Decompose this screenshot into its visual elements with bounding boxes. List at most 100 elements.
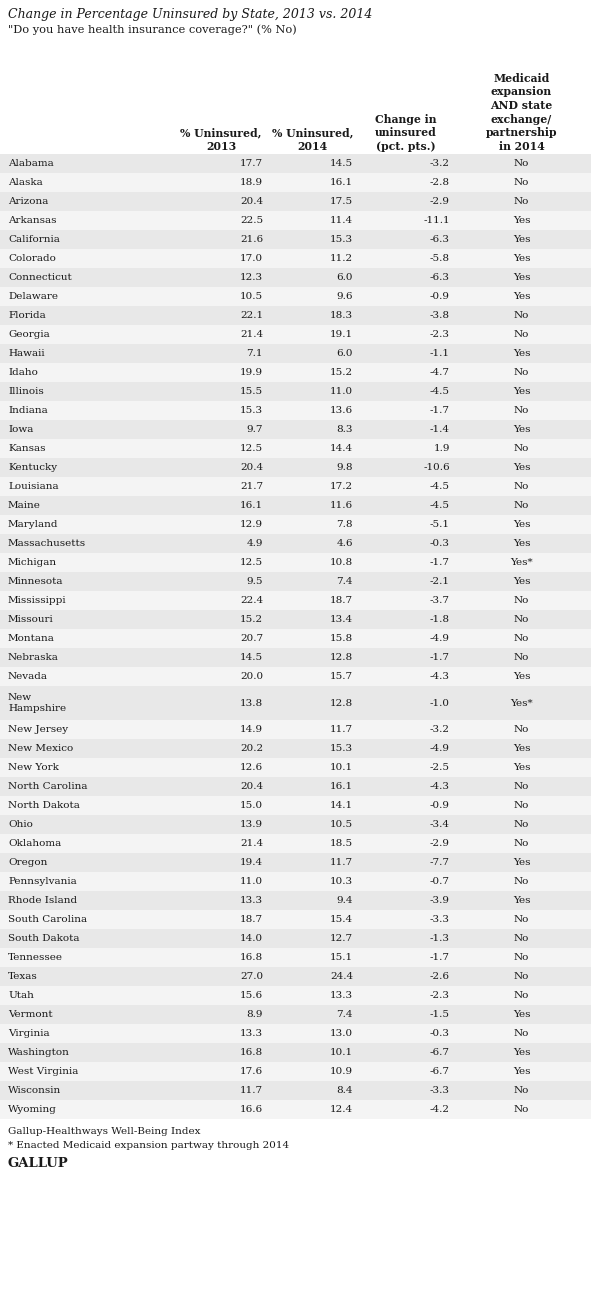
Text: -1.1: -1.1	[430, 349, 450, 358]
Text: 16.1: 16.1	[240, 502, 263, 511]
Bar	[0, 610, 591, 629]
Text: 19.9: 19.9	[240, 368, 263, 377]
Text: Wyoming: Wyoming	[8, 1105, 57, 1115]
Bar	[0, 553, 591, 572]
Text: 14.9: 14.9	[240, 726, 263, 735]
Bar	[0, 872, 591, 892]
Text: No: No	[514, 801, 529, 810]
Text: 19.1: 19.1	[330, 330, 353, 340]
Bar	[0, 1100, 591, 1120]
Bar	[0, 667, 591, 686]
Text: 14.4: 14.4	[330, 445, 353, 454]
Text: Yes: Yes	[513, 577, 530, 586]
Text: Washington: Washington	[8, 1048, 70, 1058]
Text: 21.4: 21.4	[240, 330, 263, 340]
Text: -5.8: -5.8	[430, 254, 450, 263]
Text: No: No	[514, 368, 529, 377]
Text: 8.3: 8.3	[336, 425, 353, 434]
Text: 13.0: 13.0	[330, 1029, 353, 1038]
Text: Rhode Island: Rhode Island	[8, 897, 77, 905]
Text: 10.8: 10.8	[330, 559, 353, 568]
Text: 13.9: 13.9	[240, 820, 263, 829]
Text: Yes: Yes	[513, 273, 530, 283]
Bar	[0, 739, 591, 758]
Bar	[0, 835, 591, 853]
Text: No: No	[514, 502, 529, 511]
Text: -1.7: -1.7	[430, 653, 450, 662]
Text: 17.7: 17.7	[240, 159, 263, 168]
Text: 7.4: 7.4	[336, 1010, 353, 1019]
Text: 18.7: 18.7	[240, 915, 263, 924]
Text: 13.6: 13.6	[330, 406, 353, 415]
Text: % Uninsured,
2013: % Uninsured, 2013	[180, 127, 262, 152]
Text: No: No	[514, 634, 529, 643]
Text: Texas: Texas	[8, 972, 38, 981]
Bar	[0, 457, 591, 477]
Text: -2.8: -2.8	[430, 178, 450, 187]
Bar	[0, 967, 591, 986]
Bar	[0, 439, 591, 457]
Text: -4.3: -4.3	[430, 783, 450, 791]
Text: Maryland: Maryland	[8, 520, 59, 529]
Text: 6.0: 6.0	[336, 273, 353, 283]
Text: Yes: Yes	[513, 520, 530, 529]
Bar	[0, 721, 591, 739]
Bar	[0, 192, 591, 211]
Text: 14.5: 14.5	[330, 159, 353, 168]
Bar	[0, 268, 591, 286]
Text: -3.7: -3.7	[430, 596, 450, 605]
Text: 21.7: 21.7	[240, 482, 263, 491]
Text: -0.7: -0.7	[430, 877, 450, 886]
Text: -4.9: -4.9	[430, 634, 450, 643]
Text: 15.3: 15.3	[240, 406, 263, 415]
Bar	[0, 172, 591, 192]
Bar	[0, 648, 591, 667]
Text: 15.1: 15.1	[330, 953, 353, 962]
Text: -4.7: -4.7	[430, 368, 450, 377]
Text: 19.4: 19.4	[240, 858, 263, 867]
Text: 18.5: 18.5	[330, 840, 353, 848]
Text: Yes: Yes	[513, 425, 530, 434]
Text: 11.6: 11.6	[330, 502, 353, 511]
Text: Yes: Yes	[513, 897, 530, 905]
Text: 10.5: 10.5	[330, 820, 353, 829]
Bar	[0, 229, 591, 249]
Text: Vermont: Vermont	[8, 1010, 53, 1019]
Text: 22.5: 22.5	[240, 216, 263, 226]
Text: 15.0: 15.0	[240, 801, 263, 810]
Text: -2.3: -2.3	[430, 991, 450, 1001]
Text: -3.3: -3.3	[430, 915, 450, 924]
Text: No: No	[514, 726, 529, 735]
Text: Yes: Yes	[513, 1010, 530, 1019]
Text: -6.7: -6.7	[430, 1067, 450, 1076]
Text: 15.7: 15.7	[330, 673, 353, 680]
Text: No: No	[514, 953, 529, 962]
Text: Yes: Yes	[513, 744, 530, 753]
Bar	[0, 853, 591, 872]
Text: No: No	[514, 820, 529, 829]
Bar	[0, 778, 591, 796]
Text: Georgia: Georgia	[8, 330, 50, 340]
Text: 17.0: 17.0	[240, 254, 263, 263]
Text: Massachusetts: Massachusetts	[8, 539, 86, 548]
Text: 12.6: 12.6	[240, 763, 263, 772]
Text: Iowa: Iowa	[8, 425, 33, 434]
Bar	[0, 949, 591, 967]
Text: 12.9: 12.9	[240, 520, 263, 529]
Text: Yes: Yes	[513, 254, 530, 263]
Text: 11.7: 11.7	[240, 1086, 263, 1095]
Text: No: No	[514, 934, 529, 943]
Bar	[0, 325, 591, 343]
Text: 15.6: 15.6	[240, 991, 263, 1001]
Text: 24.4: 24.4	[330, 972, 353, 981]
Text: Yes: Yes	[513, 763, 530, 772]
Text: 1.9: 1.9	[434, 445, 450, 454]
Text: -0.9: -0.9	[430, 801, 450, 810]
Bar	[0, 420, 591, 439]
Text: Kentucky: Kentucky	[8, 463, 57, 472]
Text: 13.3: 13.3	[240, 897, 263, 905]
Text: 11.0: 11.0	[330, 388, 353, 397]
Bar	[0, 343, 591, 363]
Text: 12.8: 12.8	[330, 699, 353, 708]
Text: Missouri: Missouri	[8, 616, 54, 623]
